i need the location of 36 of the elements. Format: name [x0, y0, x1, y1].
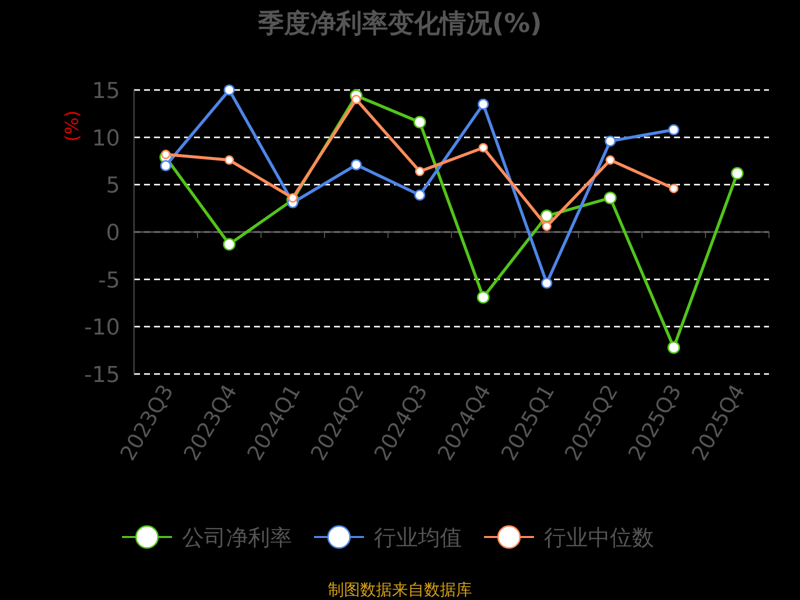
point: [161, 150, 170, 160]
point: [224, 84, 235, 96]
point: [667, 341, 680, 354]
point: [415, 166, 424, 176]
chart-title: 季度净利率变化情况(%): [257, 9, 542, 39]
point: [668, 124, 680, 136]
point: [730, 166, 744, 180]
y-tick-label: -15: [84, 363, 120, 388]
legend-label: 行业中位数: [544, 526, 654, 551]
point: [606, 155, 615, 165]
point: [160, 160, 172, 172]
point: [604, 136, 616, 147]
point: [288, 193, 298, 203]
y-tick-label: 0: [106, 221, 120, 246]
point: [669, 184, 678, 194]
point: [476, 290, 490, 304]
point: [350, 159, 362, 170]
y-tick-label: -5: [98, 268, 120, 294]
y-tick-label: 5: [106, 174, 120, 199]
y-tick-label: 10: [92, 126, 120, 152]
point: [541, 278, 552, 289]
text: 制图数据来自数据库: [328, 580, 472, 599]
point: [413, 116, 426, 129]
point: [414, 190, 426, 201]
legend-label: 行业均值: [374, 526, 462, 551]
point: [224, 155, 234, 165]
point: [222, 238, 236, 251]
legend-label: 公司净利率: [182, 526, 292, 551]
point: [604, 192, 617, 204]
point: [542, 222, 552, 232]
point: [478, 142, 488, 152]
y-tick-label: -10: [84, 316, 120, 341]
point: [478, 98, 489, 110]
y-axis-title: (%): [62, 110, 83, 142]
point: [540, 210, 554, 222]
y-tick-label: 15: [92, 79, 120, 104]
